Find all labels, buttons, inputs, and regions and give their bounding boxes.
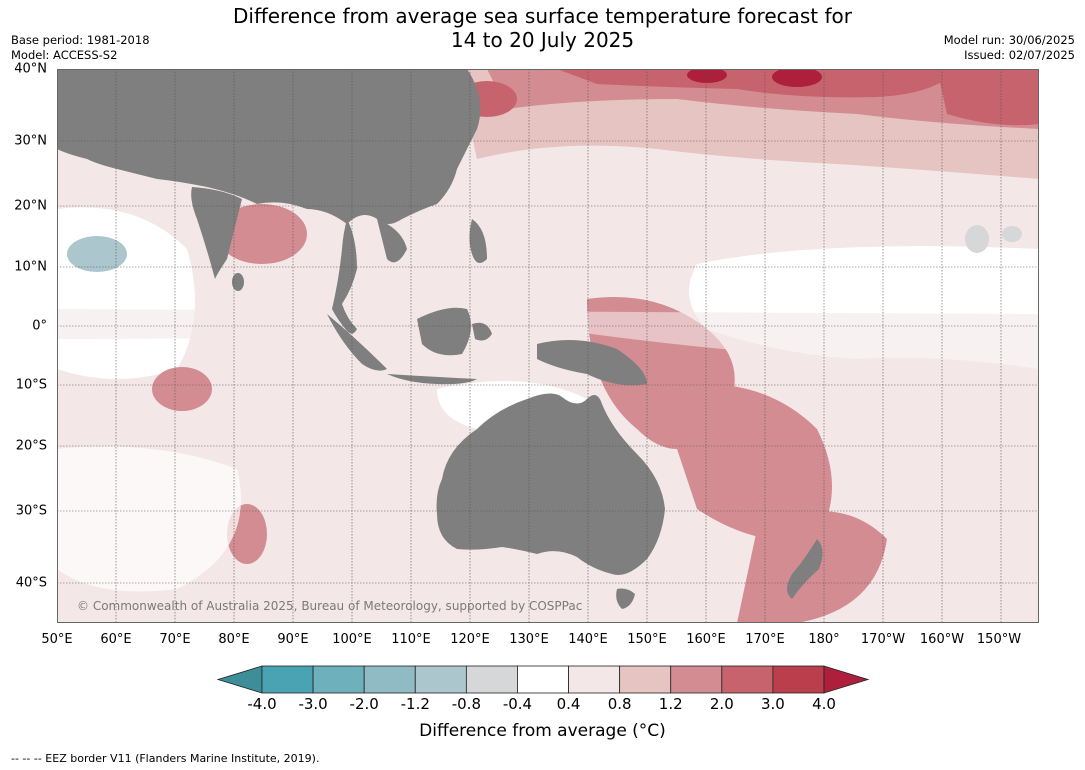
colorbar-tick-label: -1.2 — [400, 695, 430, 713]
colorbar-segment — [721, 665, 774, 694]
anomaly-north-pacific-warmer — [557, 69, 957, 98]
anomaly-arabian-cool — [67, 236, 127, 272]
model-run: Model run: 30/06/2025 — [943, 33, 1075, 47]
lon-label-130e: 130°E — [509, 632, 549, 647]
anomaly-pacific-hot — [772, 69, 822, 87]
colorbar-segment — [619, 665, 672, 694]
sumatra — [327, 314, 387, 371]
colorbar-tick-label: 0.8 — [607, 695, 632, 713]
lon-label-150w: 150°W — [976, 632, 1022, 647]
lon-label-160e: 160°E — [686, 632, 726, 647]
colorbar-title: Difference from average (°C) — [419, 721, 666, 741]
lat-label-10s: 10°S — [15, 377, 47, 393]
anomaly-northeast-warm — [937, 69, 1039, 126]
australia — [436, 393, 665, 575]
java — [387, 374, 477, 385]
lon-label-140e: 140°E — [568, 632, 608, 647]
lon-label-50e: 50°E — [41, 632, 73, 647]
lon-label-170w: 170°W — [860, 632, 906, 647]
title-line-2: 14 to 20 July 2025 — [450, 28, 635, 52]
colorbar-extend-high — [823, 665, 870, 694]
anomaly-hawaii-cool — [965, 225, 989, 253]
lon-label-180: 180° — [808, 632, 840, 647]
lon-label-90e: 90°E — [277, 632, 309, 647]
colorbar — [216, 665, 870, 694]
lat-label-10n: 10°N — [14, 259, 47, 275]
philippines — [469, 219, 487, 263]
new-guinea — [537, 340, 647, 386]
base-period: Base period: 1981-2018 — [11, 33, 150, 47]
colorbar-tick-label: -2.0 — [349, 695, 379, 713]
lon-label-100e: 100°E — [332, 632, 372, 647]
colorbar-tick-label: -3.0 — [298, 695, 328, 713]
indochina — [377, 219, 407, 263]
sst-anomaly-map: © Commonwealth of Australia 2025, Bureau… — [57, 69, 1039, 623]
copyright-notice: © Commonwealth of Australia 2025, Bureau… — [77, 599, 583, 613]
lat-label-20n: 20°N — [14, 198, 47, 214]
lat-label-30s: 30°S — [15, 503, 47, 519]
colorbar-tick-label: -4.0 — [247, 695, 277, 713]
colorbar-tick-label: 3.0 — [760, 695, 785, 713]
colorbar-segment — [517, 665, 569, 694]
malay-peninsula — [332, 219, 357, 334]
model-name: Model: ACCESS-S2 — [11, 48, 118, 62]
lon-label-160w: 160°W — [919, 632, 965, 647]
colorbar-segment — [312, 665, 365, 694]
model-info: Base period: 1981-2018 Model: ACCESS-S2 — [11, 33, 150, 63]
colorbar-extend-low — [216, 665, 263, 694]
lat-label-40s: 40°S — [15, 575, 47, 591]
lon-label-110e: 110°E — [391, 632, 431, 647]
map-frame — [57, 69, 1039, 623]
lon-label-120e: 120°E — [450, 632, 490, 647]
lat-label-equator: 0° — [32, 318, 47, 334]
borneo — [417, 307, 471, 356]
anomaly-equatorial-band — [57, 309, 1039, 369]
lat-label-40n: 40°N — [14, 61, 47, 77]
colorbar-tick-label: 4.0 — [812, 695, 836, 713]
land — [57, 69, 823, 609]
lon-label-80e: 80°E — [218, 632, 250, 647]
graticule — [57, 69, 1039, 623]
india — [191, 187, 242, 279]
lat-label-20s: 20°S — [15, 438, 47, 454]
colorbar-segment — [670, 665, 723, 694]
colorbar-tick-label: 2.0 — [709, 695, 734, 713]
lon-label-150e: 150°E — [627, 632, 667, 647]
colorbar-tick-label: 1.2 — [658, 695, 683, 713]
anomaly-indian-ocean-warm — [152, 367, 212, 411]
eez-footnote: -- -- -- EEZ border V11 (Flanders Marine… — [11, 752, 320, 765]
anomaly-hawaii-cool-2 — [1002, 226, 1022, 242]
asia-mainland — [57, 69, 481, 224]
map-canvas — [57, 69, 1039, 623]
colorbar-segment — [414, 665, 467, 694]
colorbar-tick-label: -0.4 — [502, 695, 533, 713]
colorbar-segment — [568, 665, 621, 694]
anomaly-pacific-hot-2 — [687, 69, 727, 83]
colorbar-segment — [261, 665, 314, 694]
colorbar-segment — [772, 665, 825, 694]
lon-label-70e: 70°E — [159, 632, 191, 647]
run-info: Model run: 30/06/2025 Issued: 02/07/2025 — [944, 33, 1075, 63]
map-title: Difference from average sea surface temp… — [0, 4, 1085, 52]
colorbar-tick-label: -0.8 — [451, 695, 481, 713]
anomaly-south-indian-neutral — [57, 446, 241, 592]
colorbar-segment — [363, 665, 416, 694]
lat-label-30n: 30°N — [14, 133, 47, 149]
anomaly-bay-of-bengal — [217, 204, 307, 264]
sulawesi — [472, 322, 492, 341]
lon-label-170e: 170°E — [745, 632, 785, 647]
new-zealand — [787, 539, 823, 599]
tasmania — [616, 588, 635, 609]
title-line-1: Difference from average sea surface temp… — [232, 4, 852, 28]
sri-lanka — [232, 273, 244, 291]
anomaly-coral-sea — [657, 384, 832, 541]
colorbar-segment — [465, 665, 518, 694]
colorbar-tick-label: 0.4 — [556, 695, 581, 713]
issued-date: Issued: 02/07/2025 — [964, 48, 1075, 62]
lon-label-60e: 60°E — [100, 632, 132, 647]
